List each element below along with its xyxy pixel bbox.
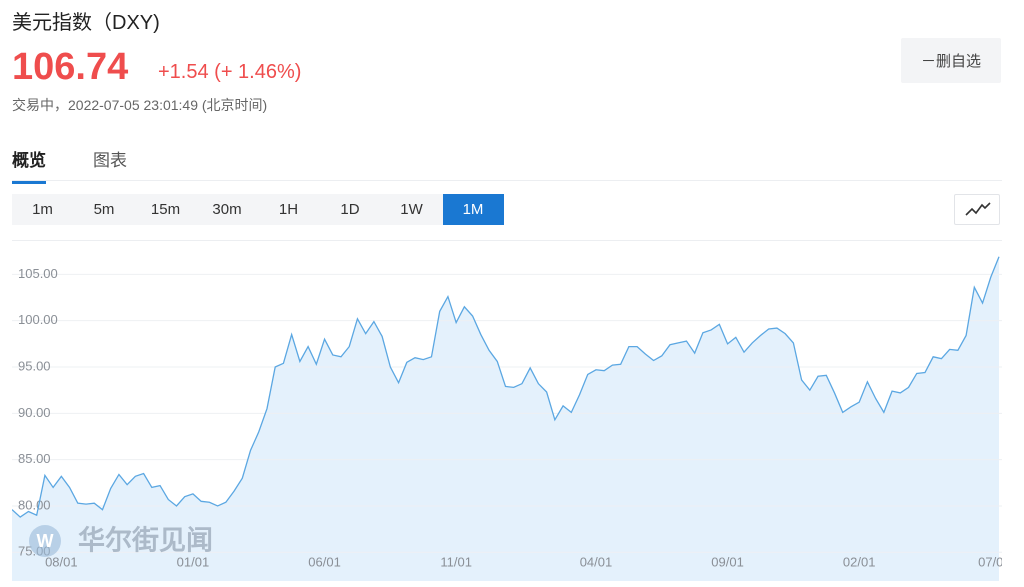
y-tick-label: 85.00 <box>18 451 51 466</box>
x-tick-label: 11/01 <box>440 554 472 569</box>
x-tick-label: 07/0 <box>978 554 1002 569</box>
tabs: 概览 图表 <box>12 140 1002 184</box>
x-tick-label: 01/01 <box>177 554 210 569</box>
period-button[interactable]: 5m <box>93 201 115 218</box>
y-tick-label: 105.00 <box>18 266 58 281</box>
x-tick-label: 08/01 <box>45 554 78 569</box>
title: 美元指数（DXY) <box>12 12 160 34</box>
status: 交易中，2022-07-05 23:01:49 (北京时间) <box>12 97 268 113</box>
x-tick-label: 09/01 <box>711 554 744 569</box>
watermark: 华尔街见闻 <box>78 525 213 557</box>
remove-watchlist-button[interactable]: －删自选 <box>901 38 1001 83</box>
line <box>12 256 1000 518</box>
watermark-logo <box>29 525 61 557</box>
y-tick-label: 95.00 <box>18 358 51 373</box>
price: 106.74 <box>12 46 129 88</box>
period-bar: 1m 5m 15m 30m 1H 1D 1W 1M <box>12 194 504 225</box>
period-button[interactable]: 1m <box>32 201 53 218</box>
tab[interactable]: 概览 <box>12 146 46 184</box>
y-tick-label: 80.00 <box>18 497 51 512</box>
period-button[interactable]: 1H <box>278 201 299 218</box>
tab[interactable]: 图表 <box>93 151 127 170</box>
change: +1.54 (+ 1.46%) <box>158 61 302 83</box>
period-button[interactable]: 1W <box>400 201 423 218</box>
area <box>12 256 999 581</box>
period-button[interactable]: 1M <box>442 194 504 225</box>
line-icon <box>965 202 991 216</box>
period-button[interactable]: 15m <box>150 201 181 218</box>
period-button[interactable]: 30m <box>212 201 242 218</box>
y-tick-label: 100.00 <box>18 312 58 327</box>
x-tick-label: 02/01 <box>843 554 876 569</box>
period-button[interactable]: 1D <box>340 201 360 218</box>
x-tick-label: 04/01 <box>580 554 613 569</box>
x-tick-label: 06/01 <box>308 554 341 569</box>
chart-style-button[interactable] <box>954 194 1000 225</box>
y-tick-label: 90.00 <box>18 405 51 420</box>
watermark-logo-letter: W <box>37 531 54 551</box>
